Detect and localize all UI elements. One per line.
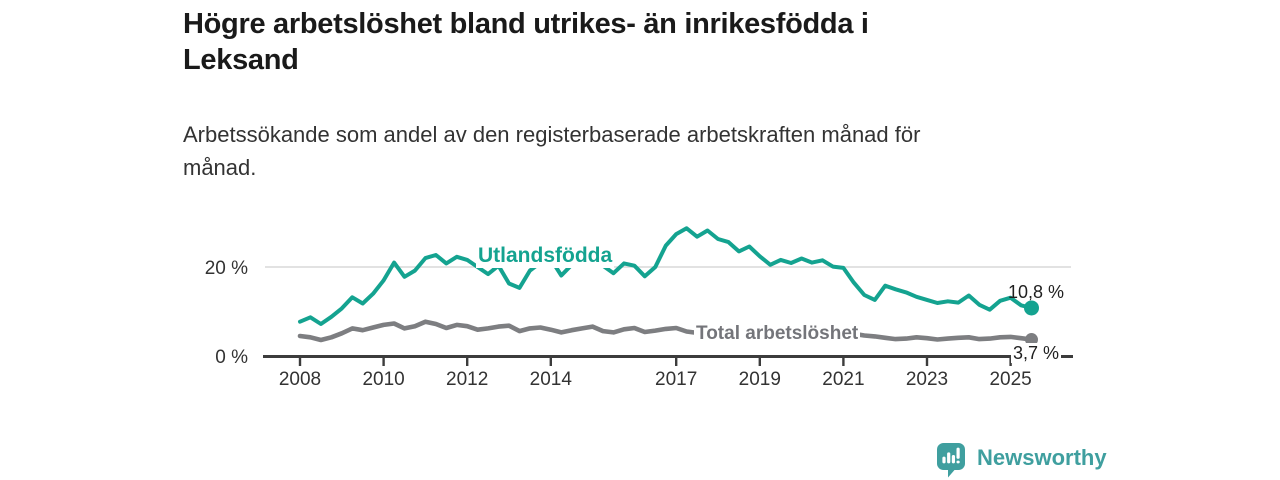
chart-title-line-2: Leksand [183, 44, 299, 76]
newsworthy-bar-chart-icon [937, 443, 965, 478]
end-value-label-utlandsfodda: 10,8 % [1008, 282, 1065, 302]
chart-subtitle: Arbetssökande som andel av den registerb… [183, 118, 1083, 184]
svg-text:0 %: 0 % [215, 347, 248, 368]
series-label-utlandsfodda: Utlandsfödda [476, 243, 615, 268]
svg-text:2014: 2014 [530, 369, 573, 390]
svg-text:2012: 2012 [446, 369, 488, 390]
svg-text:20 %: 20 % [205, 258, 248, 279]
svg-text:2008: 2008 [279, 369, 321, 390]
end-value-label-total: 3,7 % [1011, 343, 1062, 363]
newsworthy-logo: Newsworthy [937, 443, 1107, 478]
newsworthy-wordmark: Newsworthy [977, 445, 1107, 470]
series-label-total-arbetsloshet: Total arbetslöshet [694, 322, 861, 345]
svg-text:2021: 2021 [822, 369, 864, 390]
chart-subtitle-line-2: månad. [183, 155, 257, 180]
chart-subtitle-line-1: Arbetssökande som andel av den registerb… [183, 122, 921, 147]
chart-title: Högre arbetslöshet bland utrikes- än inr… [183, 6, 1103, 78]
svg-text:2017: 2017 [655, 369, 697, 390]
chart-title-line-1: Högre arbetslöshet bland utrikes- än inr… [183, 8, 869, 40]
svg-text:2010: 2010 [362, 369, 404, 390]
svg-text:2025: 2025 [989, 369, 1031, 390]
svg-text:2023: 2023 [906, 369, 948, 390]
svg-text:2019: 2019 [739, 369, 781, 390]
